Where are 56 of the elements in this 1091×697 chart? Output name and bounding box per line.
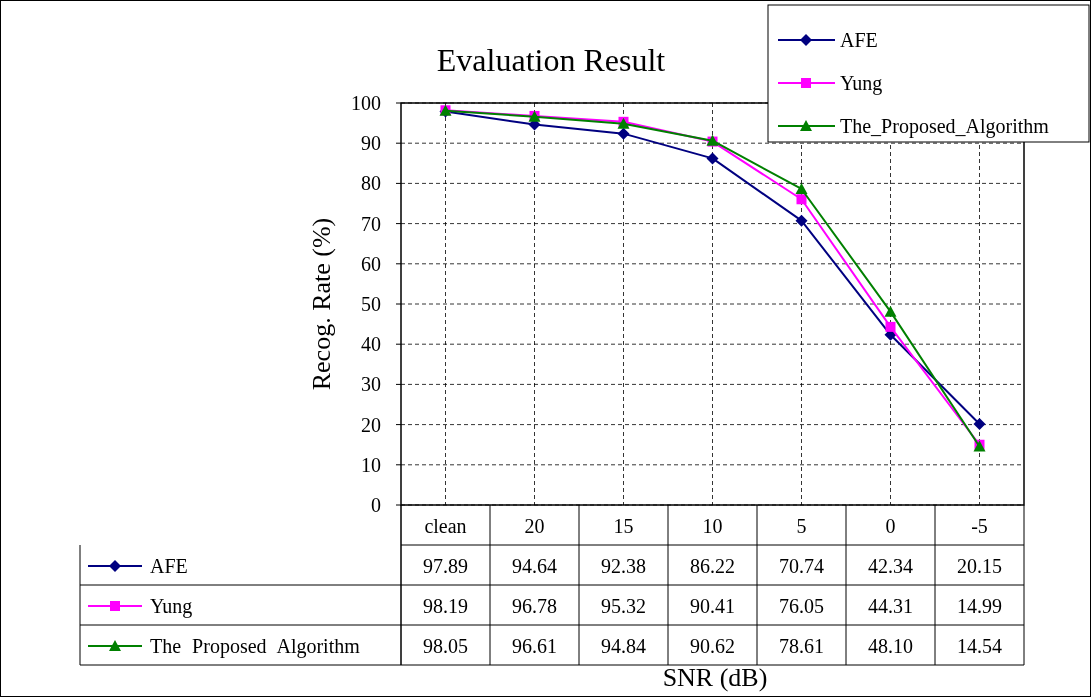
data-label: 94.64 [512,555,557,577]
y-tick-label: 0 [371,494,381,516]
y-tick-label: 80 [361,172,381,195]
data-label: 14.54 [957,635,1002,657]
legend-label: AFE [840,29,878,51]
data-label: 78.61 [779,635,824,657]
data-label: 76.05 [779,595,824,617]
point [796,194,807,205]
y-tick-label: 10 [361,453,381,476]
data-label: 96.78 [512,595,557,617]
data-label: 90.41 [690,595,735,617]
data-label: 44.31 [868,595,913,617]
data-label: 95.32 [601,595,646,617]
point [884,305,897,317]
data-label: 98.05 [423,635,468,657]
data-label: 97.89 [423,555,468,577]
y-tick-label: 40 [361,333,381,356]
data-label: 86.22 [690,555,735,577]
legend-label: Yung [840,72,883,95]
y-tick-label: 30 [361,373,381,396]
x-tick-label: 5 [796,515,807,537]
point [973,418,986,430]
x-axis-title: SNR (dB) [662,663,768,692]
x-tick-label: -5 [971,515,988,537]
text: AFE [150,555,188,577]
x-tick-label: 20 [524,515,545,537]
point [885,321,896,332]
y-tick-label: 70 [361,212,381,235]
y-tick-label: 50 [361,293,381,315]
y-axis-title: Recog. Rate (%) [307,217,336,391]
data-label: 70.74 [779,555,824,577]
point [795,214,808,227]
data-label: 94.84 [601,635,646,657]
x-tick-label: 10 [702,515,723,537]
data-label: 48.10 [868,635,913,657]
text: Yung [150,595,193,617]
y-tick-label: 90 [361,132,381,155]
y-tick-label: 60 [361,252,381,275]
x-tick-label: 15 [613,515,634,537]
data-label: 92.38 [601,555,646,577]
x-tick-label: clean [424,515,467,537]
point [706,152,719,165]
point [617,127,630,140]
y-tick-label: 100 [351,92,381,114]
data-label: 96.61 [512,635,557,657]
data-label: 98.19 [423,595,468,617]
legend-label: The_Proposed_Algorithm [840,115,1050,138]
text: The Proposed Algorithm [150,635,361,658]
data-label: 90.62 [690,635,735,657]
data-label: 14.99 [957,595,1002,617]
y-tick-label: 20 [361,413,381,436]
point [795,182,808,194]
chart-title: Evaluation Result [436,42,666,78]
data-label: 20.15 [957,555,1002,577]
x-tick-label: 0 [885,515,896,537]
data-label: 42.34 [868,555,913,577]
